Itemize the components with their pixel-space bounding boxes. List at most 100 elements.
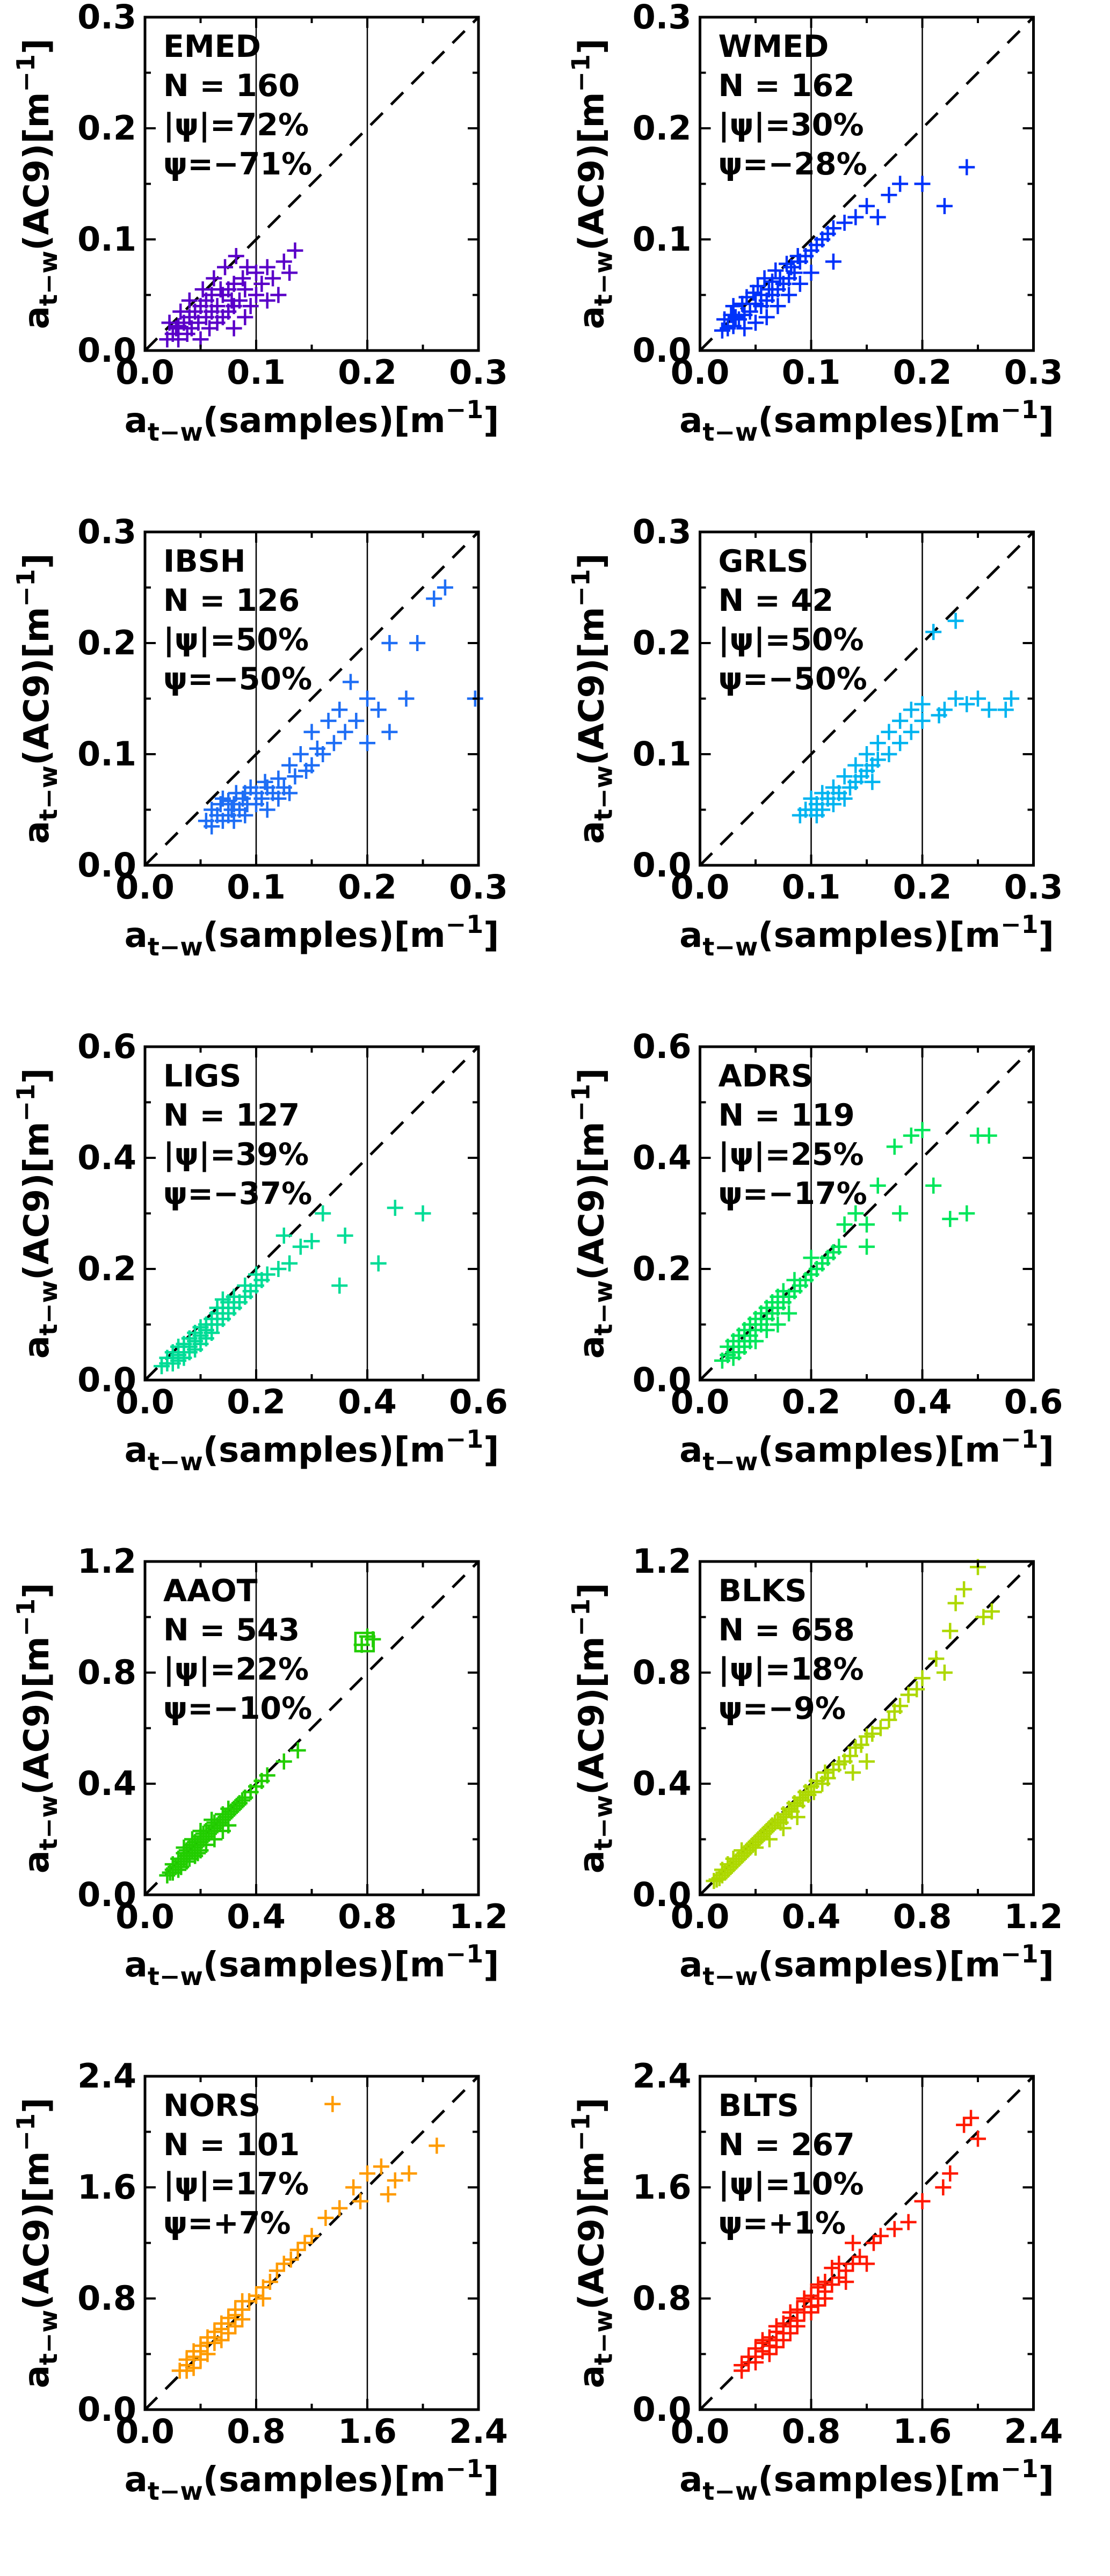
x-tick-label: 0.4: [893, 1382, 952, 1421]
y-tick-label: 0.2: [633, 108, 692, 148]
axis-ticks: [144, 1046, 480, 1381]
abs-psi-label: |ψ|=50%: [163, 622, 309, 658]
axis-ticks: [699, 2075, 1035, 2411]
y-tick-label: 0.2: [633, 623, 692, 662]
n-count-label: N = 126: [163, 583, 300, 618]
x-tick-label: 0.1: [227, 353, 286, 392]
x-tick-label: 0.8: [338, 1897, 397, 1936]
scatter-plot-svg: 0.00.0 0.8 0.8 1.6 1.6 2.4 2.4 BLTS N = 267|ψ|=1…: [567, 2056, 1063, 2506]
psi-label: ψ=−10%: [163, 1691, 312, 1726]
x-tick-label: 0.2: [893, 353, 952, 392]
data-points: [159, 1628, 381, 1884]
y-axis-title: at−w(AC9)[m−1]: [567, 39, 618, 330]
x-tick-label: 1.2: [449, 1897, 508, 1936]
y-axis-title: at−w(AC9)[m−1]: [11, 1068, 63, 1359]
y-tick-label: 0.0: [77, 845, 136, 885]
axis-ticks: [144, 16, 480, 352]
y-tick-label: 0.0: [633, 845, 692, 885]
identity-line: [144, 1046, 480, 1381]
abs-psi-label: |ψ|=17%: [163, 2166, 309, 2202]
y-tick-label: 2.4: [633, 2059, 692, 2096]
psi-label: ψ=−37%: [163, 1176, 312, 1212]
x-axis-title: at−w(samples)[m−1]: [125, 2454, 499, 2506]
y-tick-label: 0.0: [633, 2390, 692, 2429]
x-tick-label: 0.4: [338, 1382, 397, 1421]
identity-line: [144, 16, 480, 352]
x-axis-title: at−w(samples)[m−1]: [125, 910, 499, 961]
scatter-panel-7: 0.0 0.0 0.4 0.4 0.8 0.8 1.2 1.2 AAOT N = 543 |ψ|=2…: [0, 1542, 555, 2059]
x-tick-label: 0.8: [893, 1897, 952, 1936]
scatter-panel-8: 0.0 0.0 0.4 0.4 0.8 0.8 1.2 1.2 BLKS N = 658 |ψ|=1…: [555, 1542, 1110, 2059]
x-tick-label: 0.2: [893, 867, 952, 907]
psi-label: ψ=−28%: [719, 147, 867, 182]
y-tick-label: 0.0: [77, 1875, 136, 1914]
y-axis-title: at−w(AC9)[m−1]: [567, 2098, 618, 2389]
y-tick-label: 0.1: [77, 220, 136, 259]
axis-ticks: [144, 2075, 480, 2411]
scatter-plot-svg: 0.00.0 0.8 0.8 1.6 1.6 2.4 2.4 NORS N = 101|ψ|=1…: [11, 2056, 508, 2506]
psi-label: ψ=−50%: [163, 661, 312, 697]
y-tick-label: 0.3: [633, 515, 692, 551]
y-axis-title: at−w(AC9)[m−1]: [567, 1583, 618, 1874]
identity-line: [144, 1560, 480, 1896]
scatter-panel-1: 0.0 0.0 0.1 0.1 0.2 0.2 0.3 0.3 EMED N = 160 |ψ|=7…: [0, 0, 555, 515]
scatter-panel-3: 0.0 0.0 0.1 0.1 0.2 0.2 0.3 0.3 IBSH N = 126 |ψ|=5…: [0, 512, 555, 1030]
x-tick-label: 0.1: [227, 867, 286, 907]
x-tick-label: 0.2: [782, 1382, 841, 1421]
x-tick-label: 0.0: [671, 1382, 730, 1421]
x-tick-label: 0.4: [782, 1897, 841, 1936]
x-tick-label: 0.0: [115, 1382, 175, 1421]
y-tick-label: 0.0: [77, 331, 136, 370]
data-points: [714, 1122, 997, 1369]
x-axis-title: at−w(samples)[m−1]: [679, 1425, 1054, 1476]
abs-psi-label: |ψ|=39%: [163, 1137, 309, 1173]
n-count-label: N = 160: [163, 68, 300, 104]
abs-psi-label: |ψ|=22%: [163, 1652, 309, 1688]
y-tick-label: 1.6: [77, 2168, 136, 2207]
n-count-label: N = 42: [719, 583, 833, 618]
y-tick-label: 0.1: [633, 220, 692, 259]
data-points: [154, 1200, 431, 1375]
y-tick-label: 0.3: [633, 0, 692, 37]
site-label: IBSH: [163, 544, 245, 579]
y-tick-label: 1.2: [633, 1544, 692, 1581]
psi-label: ψ=+7%: [163, 2206, 291, 2241]
axis-ticks: [144, 1560, 480, 1896]
site-label: LIGS: [163, 1059, 241, 1094]
scatter-plot-svg: 0.00.0 0.1 0.1 0.2 0.2 0.3 0.3 WMED N = 162|ψ|=3…: [567, 0, 1063, 447]
abs-psi-label: |ψ|=18%: [719, 1652, 864, 1688]
y-axis-title: at−w(AC9)[m−1]: [11, 39, 63, 330]
x-tick-label: 0.8: [782, 2412, 841, 2451]
x-tick-label: 0.1: [782, 867, 841, 907]
x-axis-title: at−w(samples)[m−1]: [679, 2454, 1054, 2506]
x-tick-label: 0.2: [227, 1382, 286, 1421]
y-tick-label: 0.6: [633, 1030, 692, 1066]
n-count-label: N = 658: [719, 1612, 855, 1648]
y-tick-label: 0.4: [633, 1138, 692, 1177]
x-axis-title: at−w(samples)[m−1]: [679, 910, 1054, 961]
scatter-panel-9: 0.0 0.0 0.8 0.8 1.6 1.6 2.4 2.4 NORS N = 101 |ψ|=1…: [0, 2056, 555, 2574]
scatter-panel-2: 0.0 0.0 0.1 0.1 0.2 0.2 0.3 0.3 WMED N = 162 |ψ|=3…: [555, 0, 1110, 515]
abs-psi-label: |ψ|=50%: [719, 622, 864, 658]
scatter-plot-svg: 0.00.0 0.2 0.2 0.4 0.4 0.6 0.6 LIGS N = 127 |ψ|=3…: [11, 1027, 508, 1476]
x-tick-label: 2.4: [1004, 2412, 1063, 2451]
scatter-panel-10: 0.0 0.0 0.8 0.8 1.6 1.6 2.4 2.4 BLTS N = 267 |ψ|=1…: [555, 2056, 1110, 2574]
x-axis-title: at−w(samples)[m−1]: [125, 395, 499, 447]
scatter-plot-svg: 0.00.0 0.1 0.1 0.2 0.2 0.3 0.3 IBSH N = 126 |ψ|=5…: [11, 512, 508, 961]
y-tick-label: 0.8: [633, 1653, 692, 1692]
site-label: WMED: [719, 29, 829, 64]
n-count-label: N = 101: [163, 2127, 300, 2163]
abs-psi-label: |ψ|=30%: [719, 107, 864, 143]
y-tick-label: 0.3: [77, 0, 136, 37]
y-tick-label: 0.2: [77, 623, 136, 662]
data-points: [198, 579, 483, 835]
y-tick-label: 0.4: [633, 1764, 692, 1803]
y-tick-label: 0.8: [77, 1653, 136, 1692]
site-label: NORS: [163, 2088, 260, 2123]
x-tick-label: 1.6: [893, 2412, 952, 2451]
axis-ticks: [144, 531, 480, 866]
y-axis-title: at−w(AC9)[m−1]: [567, 553, 618, 844]
site-label: BLKS: [719, 1573, 807, 1609]
scatter-plot-svg: 0.00.0 0.1 0.1 0.2 0.2 0.3 0.3 GRLS N = 42 |ψ|=50…: [567, 512, 1063, 961]
